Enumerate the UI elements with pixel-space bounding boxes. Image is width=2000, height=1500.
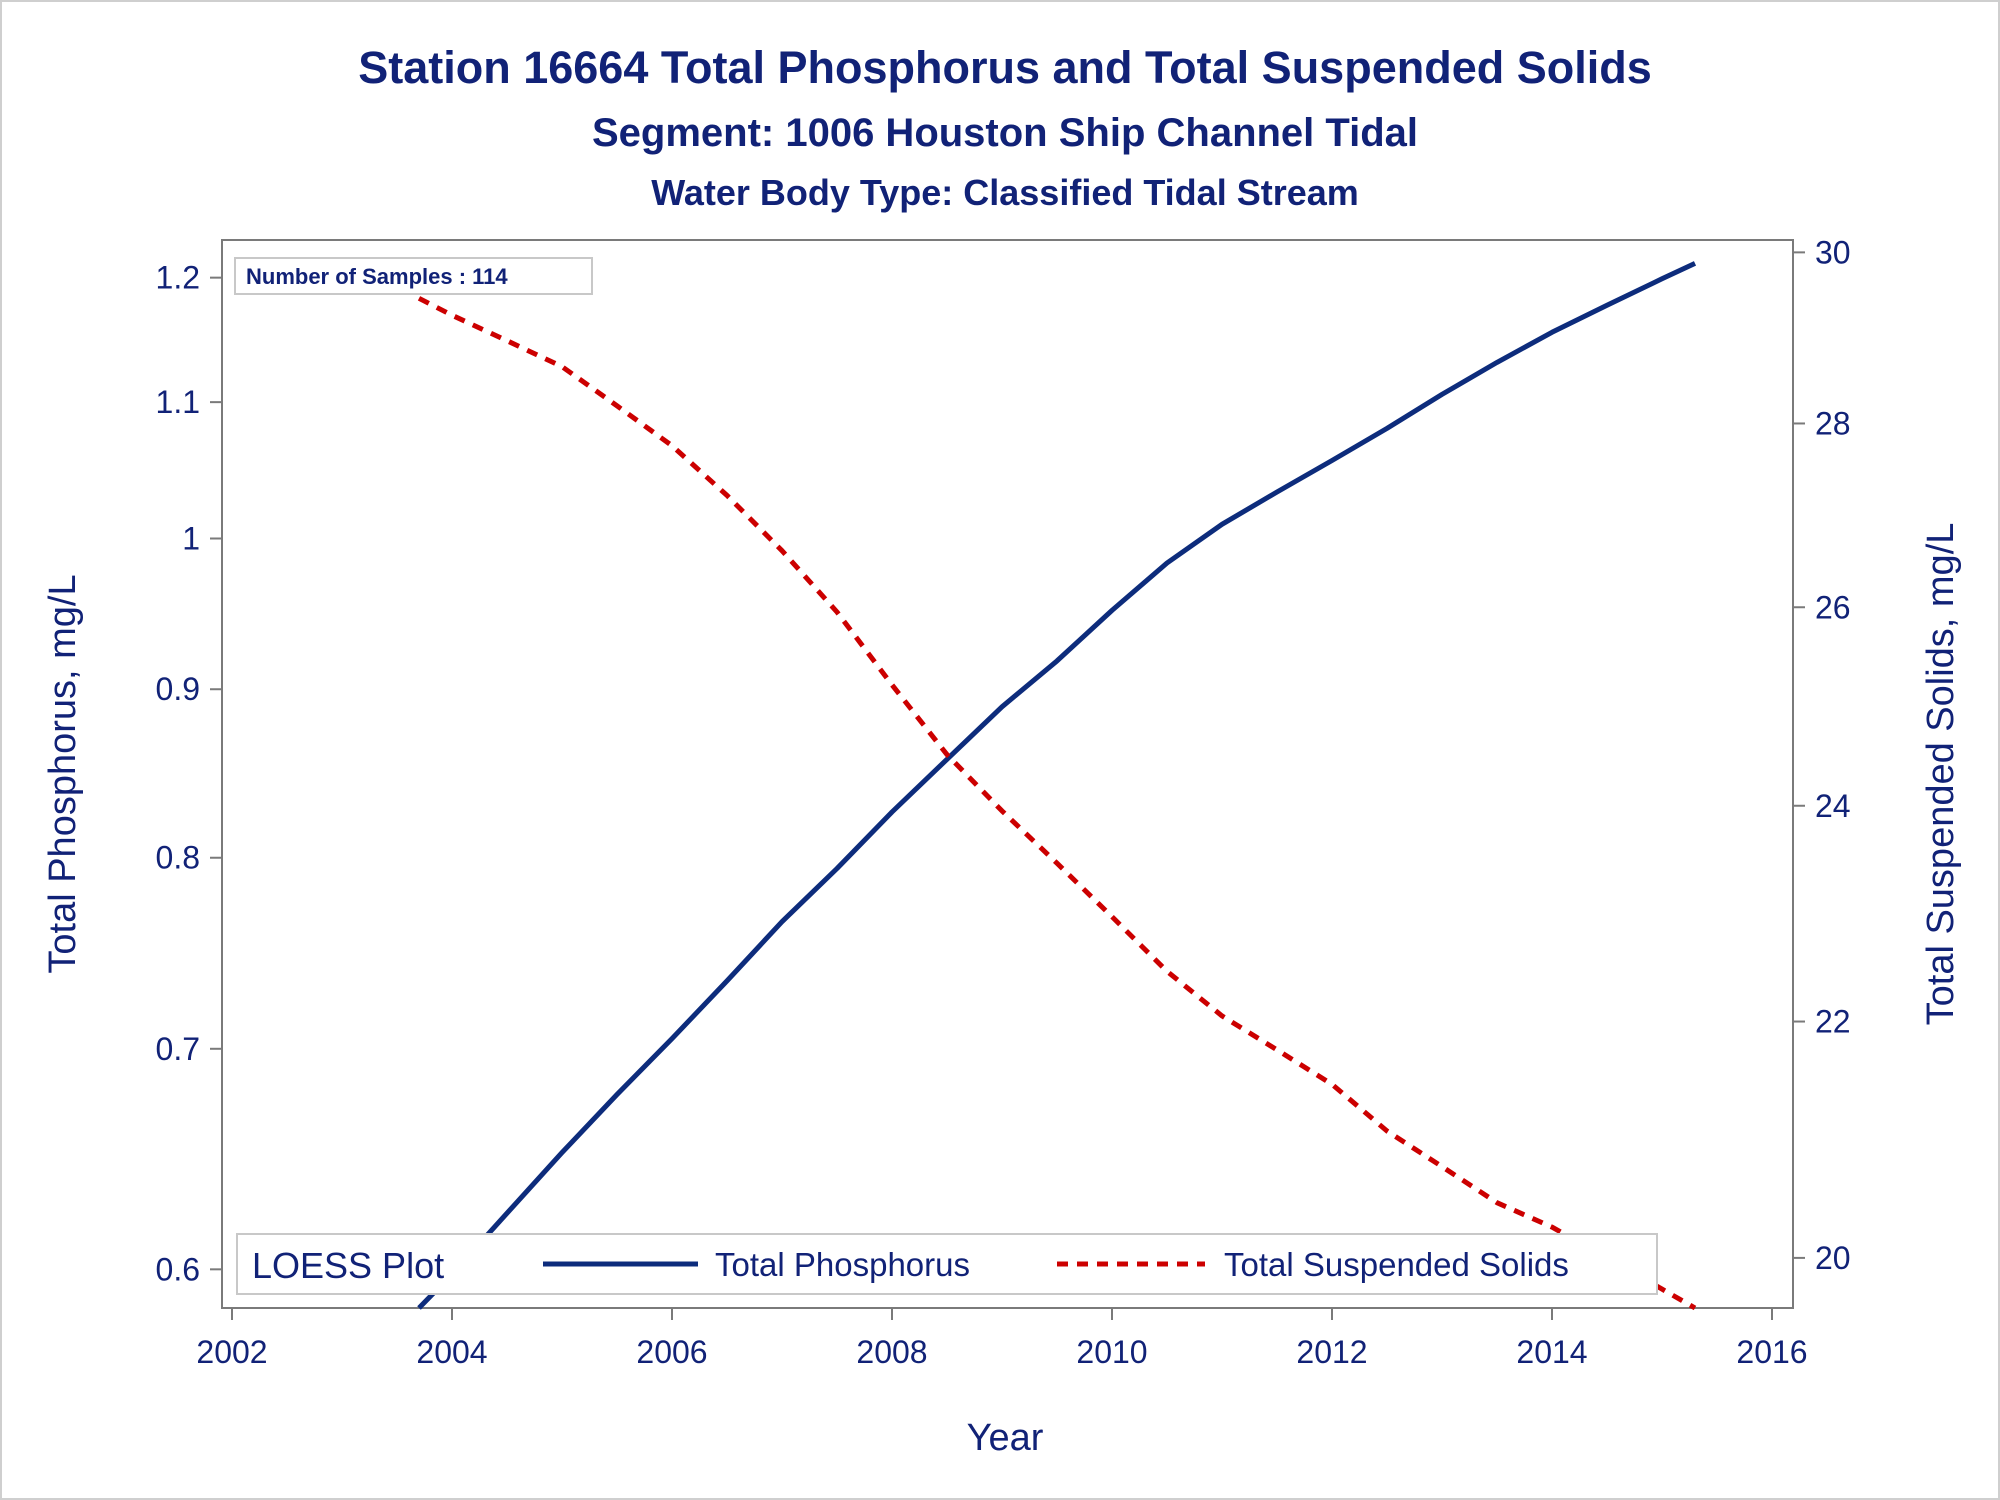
y-axis-right: 20 22 24 26 28 30	[1793, 234, 1851, 1276]
y2-tick-label: 30	[1815, 234, 1851, 270]
legend-box	[236, 1233, 1658, 1295]
y-tick-label: 0.7	[156, 1031, 200, 1067]
y2-tick-label: 26	[1815, 589, 1851, 625]
x-tick-label: 2014	[1516, 1334, 1587, 1370]
y-tick-label: 1.1	[156, 384, 200, 420]
y-tick-label: 1	[182, 520, 200, 556]
x-tick-label: 2010	[1076, 1334, 1147, 1370]
y-tick-label: 0.6	[156, 1251, 200, 1287]
x-tick-label: 2016	[1736, 1334, 1807, 1370]
legend-label-total-phosphorus: Total Phosphorus	[715, 1246, 970, 1283]
y2-axis-label: Total Suspended Solids, mg/L	[1920, 523, 1962, 1026]
series-line-total-phosphorus	[417, 261, 1697, 1310]
y-axis-left: 0.6 0.7 0.8 0.9 1 1.1 1.2	[156, 260, 222, 1287]
chart-title: Station 16664 Total Phosphorus and Total…	[358, 42, 1652, 93]
chart-subtitle: Segment: 1006 Houston Ship Channel Tidal	[592, 111, 1418, 155]
y-tick-label: 0.9	[156, 671, 200, 707]
x-axis: 2002 2004 2006 2008 2010 2012 2014 2016	[196, 1308, 1808, 1370]
y-tick-label: 1.2	[156, 260, 200, 296]
legend-title: LOESS Plot	[252, 1245, 444, 1286]
legend-label-total-suspended-solids: Total Suspended Solids	[1224, 1246, 1569, 1283]
series-layer	[417, 261, 1697, 1311]
chart-subtitle-2: Water Body Type: Classified Tidal Stream	[651, 172, 1359, 213]
y2-tick-label: 20	[1815, 1240, 1851, 1276]
x-tick-label: 2004	[416, 1334, 487, 1370]
x-tick-label: 2008	[856, 1334, 927, 1370]
x-tick-label: 2002	[196, 1334, 267, 1370]
y2-tick-label: 24	[1815, 788, 1851, 824]
y-axis-label: Total Phosphorus, mg/L	[42, 574, 84, 973]
y2-tick-label: 22	[1815, 1004, 1851, 1040]
y2-tick-label: 28	[1815, 405, 1851, 441]
sample-count-label: Number of Samples : 114	[246, 264, 508, 289]
sample-count-box	[234, 257, 593, 295]
y-tick-label: 0.8	[156, 840, 200, 876]
plot-area	[221, 239, 1794, 1309]
x-tick-label: 2006	[636, 1334, 707, 1370]
x-tick-label: 2012	[1296, 1334, 1367, 1370]
series-line-total-suspended-solids	[417, 296, 1697, 1311]
x-axis-label: Year	[967, 1417, 1044, 1459]
